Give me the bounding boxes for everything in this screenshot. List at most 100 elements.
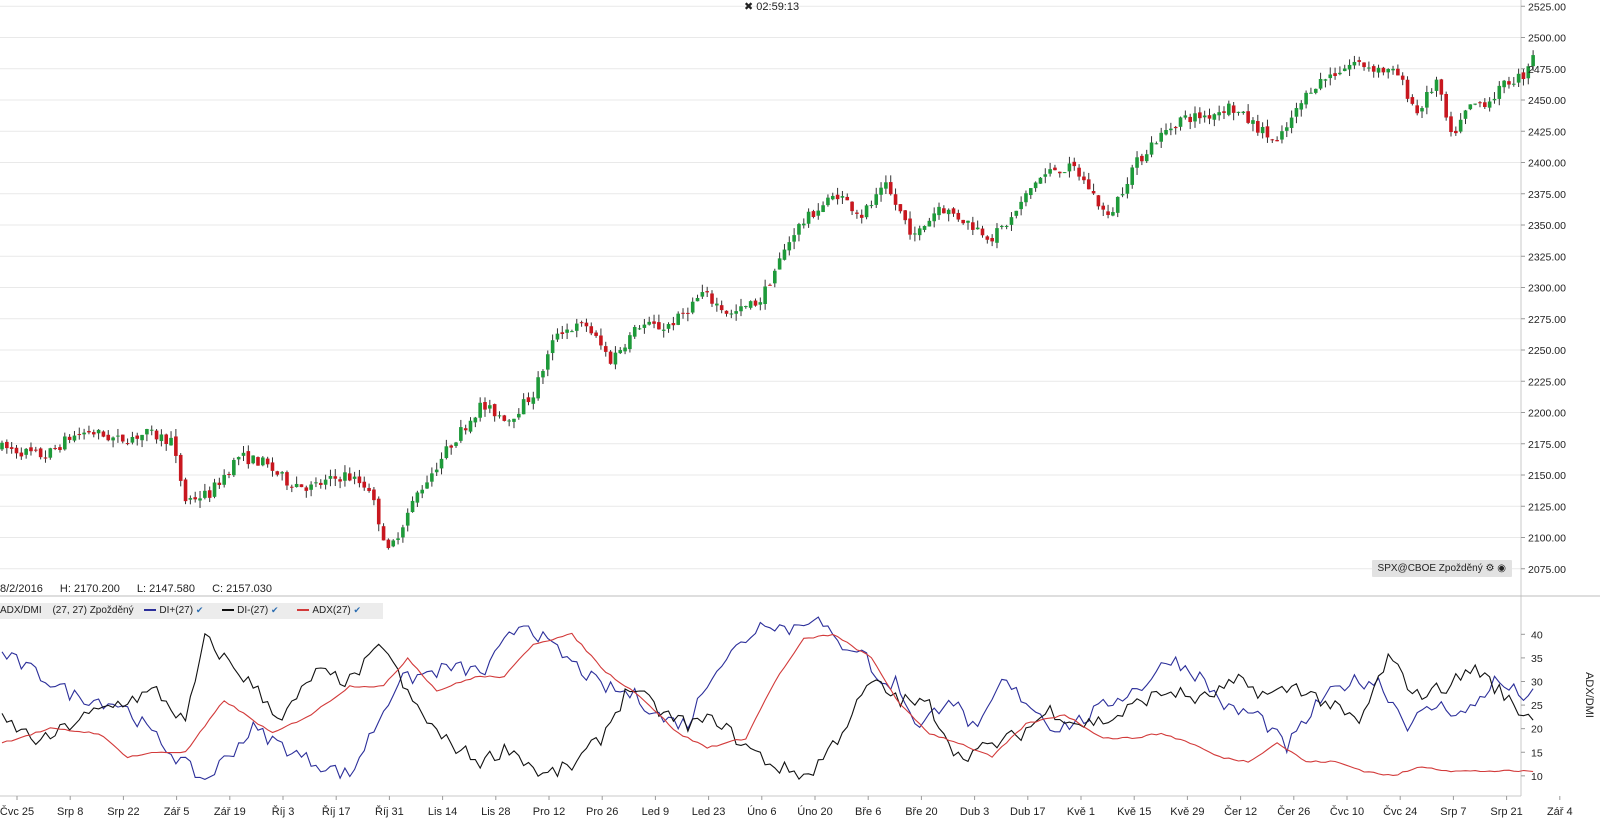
candle[interactable] [1260,122,1265,139]
candle[interactable] [318,479,323,489]
candle[interactable] [971,216,975,236]
candle[interactable] [280,471,284,481]
candle[interactable] [1000,224,1004,230]
candle[interactable] [1386,68,1391,79]
candle[interactable] [1502,79,1506,94]
candle[interactable] [149,425,154,436]
candle[interactable] [1101,202,1106,217]
candle[interactable] [275,470,280,477]
candle[interactable] [603,341,608,357]
candle[interactable] [869,200,874,209]
candle[interactable] [222,469,226,488]
candle[interactable] [946,208,951,222]
check-icon[interactable]: ✔ [353,605,362,615]
candle[interactable] [1053,164,1057,171]
candle[interactable] [1256,114,1260,136]
candle[interactable] [343,465,347,487]
candle[interactable] [647,316,652,326]
candle[interactable] [1439,78,1444,101]
candle[interactable] [290,484,294,493]
candle[interactable] [396,532,400,545]
candle[interactable] [1362,62,1366,71]
candle[interactable] [1507,76,1511,89]
candle[interactable] [1299,100,1304,117]
candle[interactable] [536,371,540,401]
candle[interactable] [951,207,956,217]
candle[interactable] [956,209,961,222]
candle[interactable] [898,204,903,214]
candle[interactable] [1140,153,1144,166]
candle[interactable] [309,481,313,497]
candle[interactable] [1048,162,1052,177]
candle[interactable] [29,442,33,456]
candle[interactable] [285,470,289,491]
candle[interactable] [840,190,845,204]
candle[interactable] [845,193,850,201]
candle[interactable] [304,485,309,498]
candle[interactable] [463,424,468,435]
candle[interactable] [792,228,796,250]
candle[interactable] [198,490,202,508]
candle[interactable] [430,467,434,487]
candle[interactable] [38,447,43,460]
candle[interactable] [700,284,705,299]
candle[interactable] [492,403,497,422]
candle[interactable] [874,187,879,208]
candle[interactable] [995,223,999,249]
candle[interactable] [715,297,719,312]
candle[interactable] [1164,123,1168,136]
candle[interactable] [381,523,386,541]
candle[interactable] [826,194,830,207]
candle[interactable] [1120,187,1125,198]
candle[interactable] [1270,138,1275,144]
candle[interactable] [801,218,806,229]
candle[interactable] [913,226,917,242]
candle[interactable] [459,419,463,443]
candle[interactable] [922,225,927,233]
candle[interactable] [579,320,584,327]
candle[interactable] [1067,156,1072,178]
candle[interactable] [1284,122,1289,138]
candle[interactable] [391,539,396,548]
candle[interactable] [666,322,671,333]
candle[interactable] [483,397,487,417]
candle[interactable] [526,392,531,406]
candle[interactable] [1342,64,1347,72]
candle[interactable] [333,469,338,487]
candle[interactable] [628,332,632,353]
candle[interactable] [773,268,777,288]
candle[interactable] [19,447,24,460]
candle[interactable] [1057,171,1062,178]
candle[interactable] [1202,110,1207,123]
candle[interactable] [835,187,840,205]
candle[interactable] [541,369,545,384]
candle[interactable] [893,188,898,211]
candle[interactable] [232,457,236,477]
candle[interactable] [183,477,188,505]
candle[interactable] [1207,108,1212,125]
candle[interactable] [251,455,255,465]
candle[interactable] [1415,99,1419,116]
candle[interactable] [710,290,714,307]
candle[interactable] [261,456,265,467]
candle[interactable] [1478,101,1482,108]
candle[interactable] [1062,172,1067,174]
candle[interactable] [1217,105,1221,121]
candle[interactable] [681,308,685,319]
candle[interactable] [401,524,405,543]
candle[interactable] [695,294,700,302]
candle[interactable] [1212,113,1217,127]
candle[interactable] [140,434,144,448]
candle[interactable] [415,490,420,507]
candle[interactable] [570,329,574,333]
candle[interactable] [58,444,62,453]
candle[interactable] [729,309,734,319]
candle[interactable] [212,478,217,499]
candle[interactable] [439,452,444,475]
candle[interactable] [1333,67,1337,80]
candle[interactable] [473,416,478,428]
candle[interactable] [497,411,502,419]
candle[interactable] [1497,81,1502,106]
check-icon[interactable]: ✔ [195,605,204,615]
candle[interactable] [434,462,439,476]
